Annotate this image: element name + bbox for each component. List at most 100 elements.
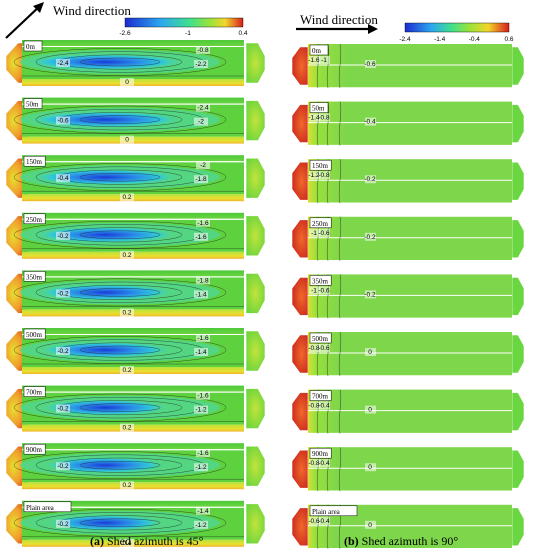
suction-core xyxy=(32,169,178,186)
panel-label: 150m xyxy=(312,162,329,170)
leeward-end-cap xyxy=(511,104,525,143)
panel-label: 700m xyxy=(312,393,329,401)
contour-value-label: -0.6 xyxy=(57,118,69,125)
contour-value-label: -0.2 xyxy=(364,291,376,298)
colorbar-left xyxy=(124,17,244,28)
panel-label-box xyxy=(23,386,46,397)
contour-label-bg xyxy=(120,366,134,374)
contour-label-bg xyxy=(365,175,376,184)
leeward-end-cap xyxy=(245,157,266,199)
caption-b-text: Shed azimuth is 90° xyxy=(359,534,459,548)
contour-label-bg xyxy=(365,117,376,126)
contour-value-label: -1.6 xyxy=(197,393,209,400)
contour-label-bg xyxy=(56,59,70,67)
contour-line xyxy=(79,173,161,182)
contour-line xyxy=(338,389,342,434)
roof-strip-top xyxy=(22,155,244,162)
contour-line xyxy=(13,105,227,134)
leeward-end-cap xyxy=(245,388,266,429)
contour-value-label: -0.4 xyxy=(57,175,69,182)
contour-label-bg xyxy=(56,116,70,125)
contour-value-label: -1.4 xyxy=(195,291,207,298)
wind-arrow-head-left xyxy=(33,2,44,13)
windward-end-cap xyxy=(291,334,309,374)
leeward-end-cap xyxy=(511,277,525,316)
contour-value-label: -1 xyxy=(311,230,317,237)
contour-label-bg xyxy=(196,103,210,112)
contour-value-label: -0.2 xyxy=(364,234,376,241)
contour-value-label: 0.4 xyxy=(122,540,131,547)
contour-value-label: -0.8 xyxy=(308,345,320,352)
panel-label: 350m xyxy=(26,273,43,281)
contour-label-bg xyxy=(196,161,210,170)
panel-label: 900m xyxy=(312,450,329,458)
left-pressure-panel: 0m -2.4 -0.8 -2.2 0 xyxy=(5,40,266,86)
contour-line xyxy=(338,274,342,319)
contour-label-bg xyxy=(319,228,330,237)
contour-line xyxy=(79,57,161,67)
contour-value-label: -0.2 xyxy=(57,521,69,528)
wind-direction-label-left: Wind direction xyxy=(53,3,131,18)
contour-label-bg xyxy=(319,516,330,525)
contour-label-bg xyxy=(319,171,330,180)
contour-value-label: -1 xyxy=(321,57,327,64)
contour-label-bg xyxy=(365,463,376,472)
contour-line xyxy=(338,216,342,261)
contour-line xyxy=(79,230,161,239)
contour-value-label: -1.6 xyxy=(197,335,209,342)
windward-end-cap xyxy=(291,104,309,143)
contour-label-bg xyxy=(194,348,208,356)
caption-a-letter: (a) xyxy=(90,534,104,548)
panel-label: Plain area xyxy=(312,508,341,516)
right-header: Wind direction -2.4 -1.4 -0.4 0.6 xyxy=(296,12,514,43)
colorbar-tick-label: -2.6 xyxy=(119,30,131,37)
contour-label-bg xyxy=(56,519,70,528)
left-pressure-panel: 50m -0.6 -2.4 -2 0 xyxy=(5,97,266,144)
contour-label-bg xyxy=(319,401,330,410)
contour-label-bg xyxy=(196,46,210,54)
panel-label: 900m xyxy=(26,446,43,454)
contour-label-bg xyxy=(120,193,134,202)
contour-line xyxy=(338,447,342,492)
leeward-end-cap xyxy=(245,273,266,314)
panel-label: 500m xyxy=(312,335,329,343)
contour-value-label: 0 xyxy=(125,137,129,144)
contour-line xyxy=(326,101,330,146)
contour-line xyxy=(79,345,161,355)
roof-strip-top xyxy=(22,385,244,392)
contour-label-bg xyxy=(194,405,208,414)
colorbar-right-ticks: -2.4 -1.4 -0.4 0.6 xyxy=(399,36,513,43)
contour-label-bg xyxy=(120,135,134,144)
panel-label-box xyxy=(23,271,46,282)
panel-label: 150m xyxy=(26,158,43,166)
contour-label-bg xyxy=(365,232,376,241)
contour-label-bg xyxy=(56,174,70,183)
contour-value-label: -0.2 xyxy=(364,176,376,183)
windward-end-cap xyxy=(291,449,309,489)
contour-value-label: -0.6 xyxy=(318,287,330,294)
contour-value-label: -1.6 xyxy=(197,450,209,457)
roof-strip-top xyxy=(22,212,244,219)
suction-core xyxy=(44,457,166,474)
contour-label-bg xyxy=(309,56,320,64)
contour-value-label: -0.8 xyxy=(318,172,330,179)
contour-value-label: 0 xyxy=(368,464,372,471)
contour-value-label: -1.8 xyxy=(195,176,207,183)
contour-value-label: 0 xyxy=(125,79,129,86)
contour-line xyxy=(326,43,330,89)
contour-line xyxy=(13,48,227,76)
panel-label-box xyxy=(23,98,43,109)
contour-value-label: -0.4 xyxy=(364,119,376,126)
colorbar-left-ticks: -2.6 -1 0.4 xyxy=(119,30,247,37)
contour-value-label: -0.8 xyxy=(318,115,330,122)
contour-value-label: -1.8 xyxy=(197,277,209,284)
contour-line xyxy=(13,393,227,422)
contour-label-bg xyxy=(120,481,134,490)
contour-label-bg xyxy=(365,290,376,299)
wind-arrow-head-right xyxy=(368,24,378,34)
panel-label: 500m xyxy=(26,331,43,339)
contour-line xyxy=(13,451,227,479)
left-pressure-panel: 900m -0.2 -1.6 -1.2 0.2 xyxy=(5,443,266,490)
panel-label-box xyxy=(309,505,358,517)
leeward-end-cap xyxy=(245,503,266,545)
